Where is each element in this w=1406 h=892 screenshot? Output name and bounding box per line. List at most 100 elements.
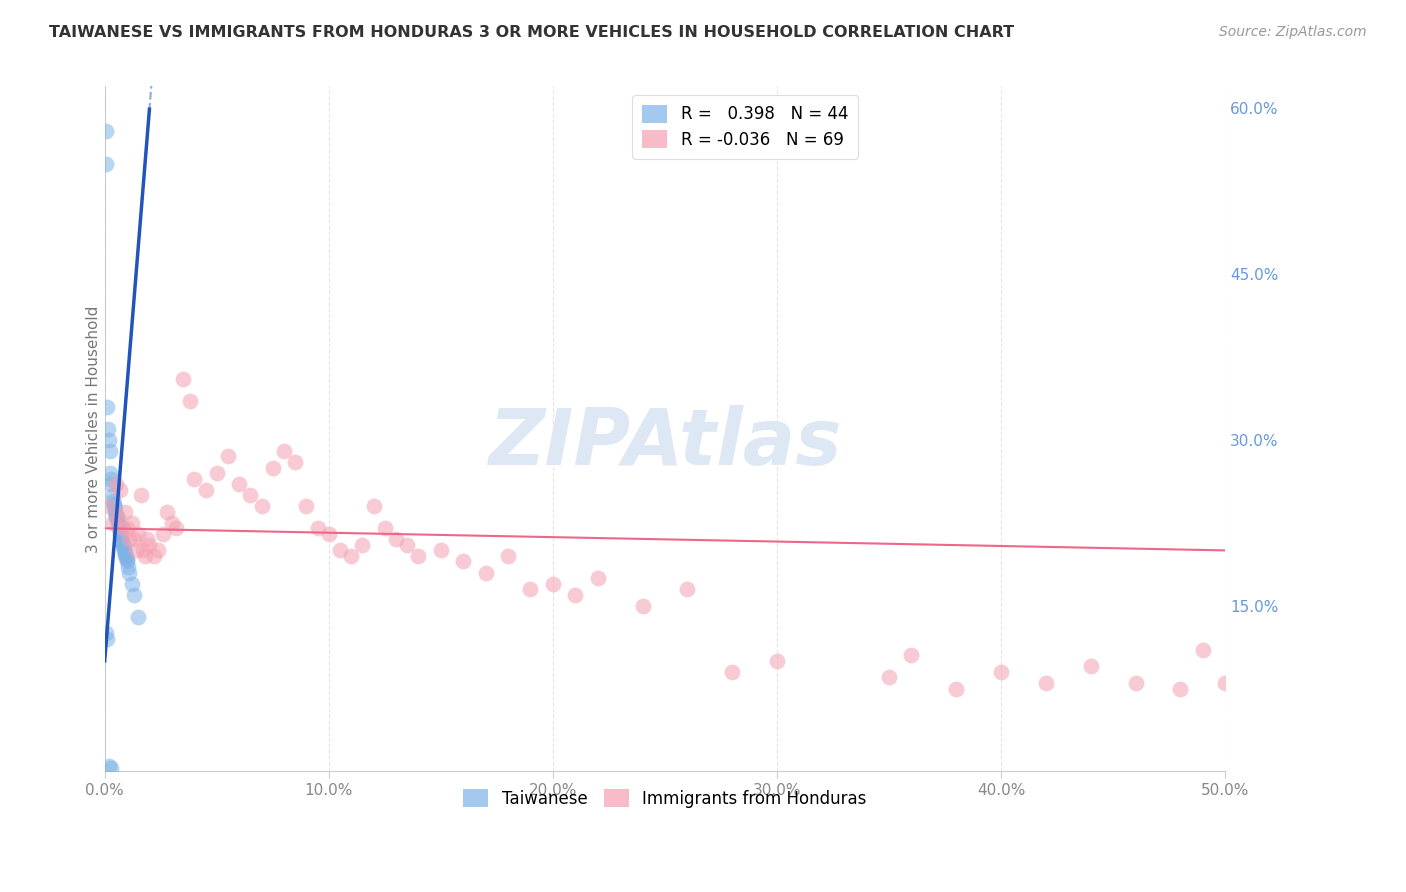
Point xyxy=(104,505,127,519)
Point xyxy=(172,372,194,386)
Point xyxy=(329,543,352,558)
Point xyxy=(100,477,122,491)
Point xyxy=(496,549,519,563)
Point xyxy=(122,588,145,602)
Point xyxy=(152,526,174,541)
Point xyxy=(96,400,118,414)
Point xyxy=(148,543,170,558)
Point xyxy=(103,493,125,508)
Point xyxy=(900,648,922,663)
Point xyxy=(363,500,385,514)
Point xyxy=(1213,676,1236,690)
Point xyxy=(121,576,143,591)
Point xyxy=(112,539,135,553)
Point xyxy=(107,510,129,524)
Point xyxy=(117,560,139,574)
Point xyxy=(121,516,143,530)
Point xyxy=(284,455,307,469)
Point xyxy=(877,670,900,684)
Point xyxy=(250,500,273,514)
Point xyxy=(352,538,374,552)
Point xyxy=(104,501,127,516)
Point xyxy=(586,571,609,585)
Point xyxy=(262,460,284,475)
Point xyxy=(127,526,149,541)
Point xyxy=(112,541,135,556)
Point xyxy=(132,543,155,558)
Point xyxy=(1191,643,1213,657)
Point xyxy=(103,497,125,511)
Point xyxy=(111,521,134,535)
Point xyxy=(110,529,132,543)
Point xyxy=(385,533,408,547)
Point xyxy=(107,518,129,533)
Point xyxy=(156,505,179,519)
Point xyxy=(295,500,318,514)
Point xyxy=(143,549,166,563)
Point xyxy=(108,521,131,535)
Point xyxy=(676,582,699,596)
Point xyxy=(451,554,474,568)
Point xyxy=(104,508,127,522)
Point xyxy=(110,483,132,497)
Point xyxy=(564,588,586,602)
Point xyxy=(766,654,789,668)
Point xyxy=(183,472,205,486)
Point xyxy=(97,422,120,436)
Point xyxy=(340,549,363,563)
Point xyxy=(307,521,329,535)
Point xyxy=(129,488,152,502)
Point xyxy=(96,632,118,646)
Point xyxy=(127,609,149,624)
Point xyxy=(396,538,419,552)
Y-axis label: 3 or more Vehicles in Household: 3 or more Vehicles in Household xyxy=(86,305,101,552)
Point xyxy=(1035,676,1057,690)
Point xyxy=(318,526,340,541)
Point xyxy=(945,681,967,696)
Point xyxy=(408,549,430,563)
Point xyxy=(134,549,156,563)
Point xyxy=(110,526,132,541)
Text: ZIPAtlas: ZIPAtlas xyxy=(488,405,842,481)
Point xyxy=(118,566,141,580)
Legend: Taiwanese, Immigrants from Honduras: Taiwanese, Immigrants from Honduras xyxy=(457,782,873,814)
Point xyxy=(94,123,117,137)
Point xyxy=(374,521,396,535)
Text: TAIWANESE VS IMMIGRANTS FROM HONDURAS 3 OR MORE VEHICLES IN HOUSEHOLD CORRELATIO: TAIWANESE VS IMMIGRANTS FROM HONDURAS 3 … xyxy=(49,25,1014,40)
Point xyxy=(1080,659,1102,673)
Point xyxy=(110,533,132,547)
Point xyxy=(160,516,183,530)
Point xyxy=(122,533,145,547)
Point xyxy=(165,521,187,535)
Point xyxy=(194,483,217,497)
Point xyxy=(103,500,125,514)
Point xyxy=(101,488,124,502)
Point xyxy=(98,466,121,480)
Point xyxy=(228,477,250,491)
Point xyxy=(100,761,122,775)
Point xyxy=(101,516,124,530)
Point xyxy=(136,533,159,547)
Point xyxy=(118,533,141,547)
Point xyxy=(98,759,121,773)
Point xyxy=(96,157,118,171)
Point xyxy=(205,466,228,480)
Point xyxy=(112,543,135,558)
Point xyxy=(115,521,138,535)
Point xyxy=(111,534,134,549)
Point xyxy=(1125,676,1147,690)
Point xyxy=(138,538,160,552)
Point xyxy=(100,472,122,486)
Point xyxy=(108,524,131,538)
Point xyxy=(98,500,121,514)
Point xyxy=(111,537,134,551)
Point xyxy=(721,665,744,679)
Point xyxy=(114,546,136,560)
Text: Source: ZipAtlas.com: Source: ZipAtlas.com xyxy=(1219,25,1367,39)
Point xyxy=(97,433,120,447)
Point xyxy=(990,665,1012,679)
Point xyxy=(115,552,138,566)
Point xyxy=(98,444,121,458)
Point xyxy=(474,566,496,580)
Point xyxy=(541,576,564,591)
